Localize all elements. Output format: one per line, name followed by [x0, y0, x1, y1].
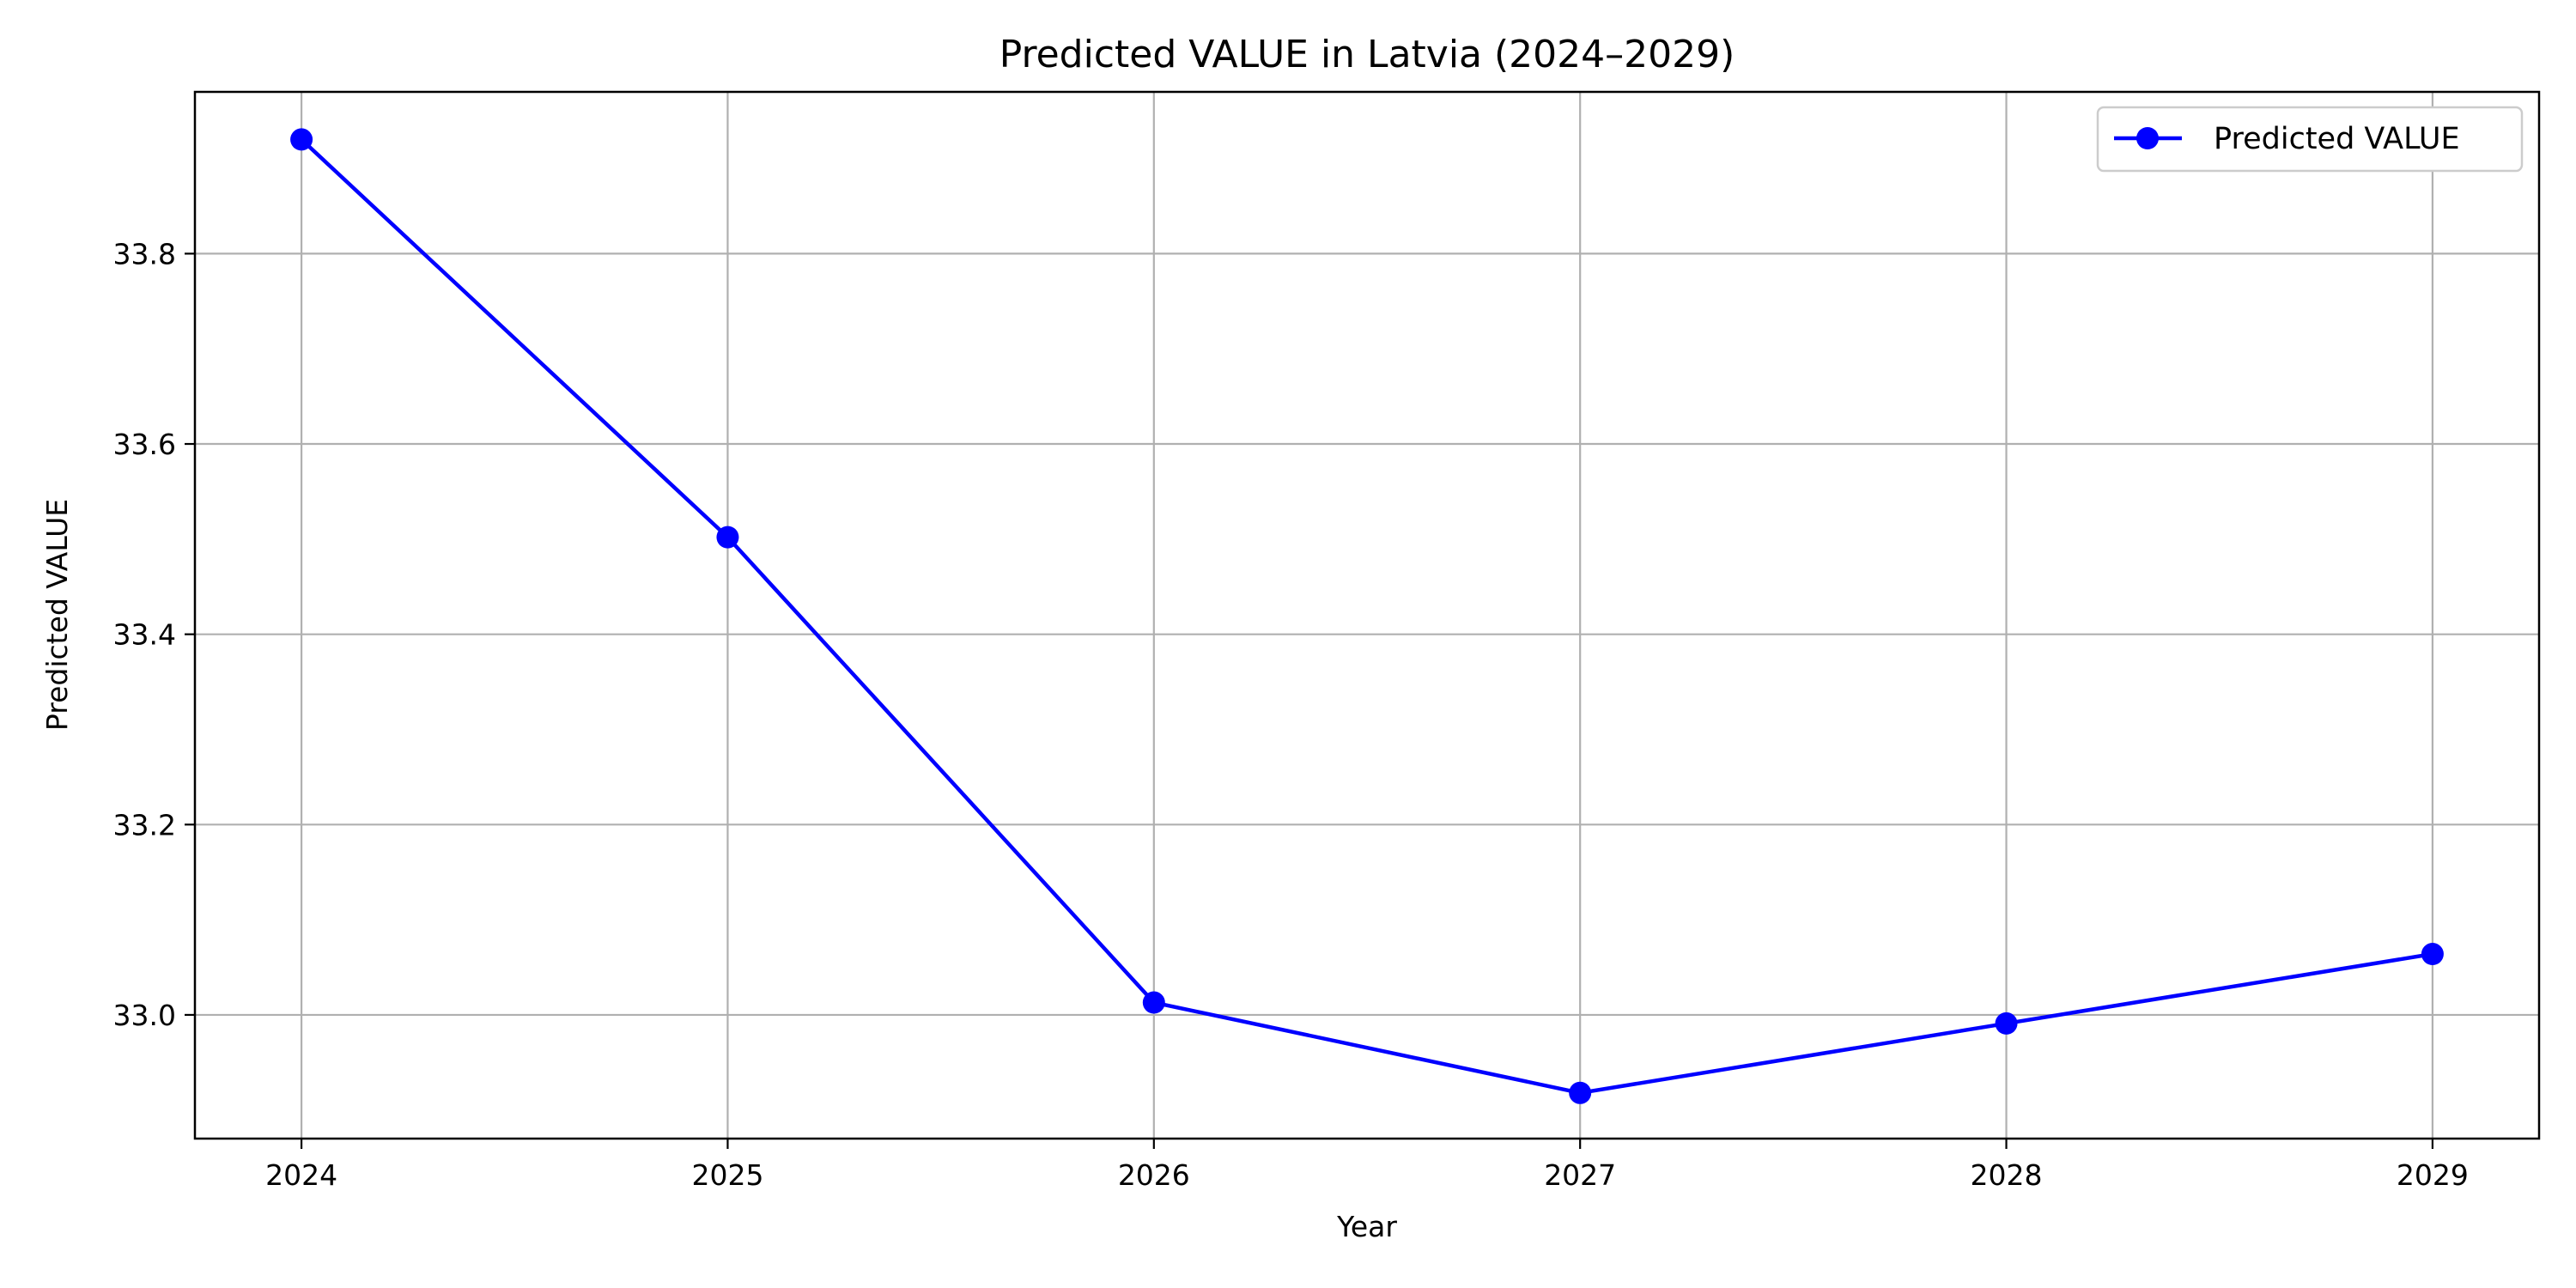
y-tick-label: 33.8	[113, 237, 176, 270]
series-layer	[290, 128, 2444, 1104]
y-axis-label: Predicted VALUE	[40, 499, 74, 731]
x-tick-label: 2028	[1971, 1158, 2043, 1192]
x-tick-label: 2027	[1544, 1158, 1616, 1192]
data-point	[716, 526, 739, 549]
y-tick-label: 33.0	[113, 999, 176, 1032]
data-point	[1142, 991, 1165, 1014]
x-tick-label: 2029	[2397, 1158, 2469, 1192]
x-tick-label: 2024	[265, 1158, 337, 1192]
y-tick-label: 33.2	[113, 808, 176, 841]
y-tick-label: 33.4	[113, 618, 176, 652]
series-line	[299, 137, 2435, 1096]
chart-title: Predicted VALUE in Latvia (2024–2029)	[999, 33, 1735, 76]
x-tick-label: 2026	[1118, 1158, 1190, 1192]
plot-frame	[193, 90, 2541, 1140]
data-point	[290, 128, 313, 151]
legend: Predicted VALUE	[2096, 106, 2524, 173]
data-point	[1995, 1012, 2018, 1035]
data-point	[1569, 1081, 1592, 1104]
legend-box	[2096, 106, 2524, 173]
grid-lines	[195, 92, 2539, 1139]
x-tick-label: 2025	[691, 1158, 763, 1192]
data-point	[2421, 943, 2444, 966]
legend-circle-marker	[2136, 127, 2159, 149]
legend-label: Predicted VALUE	[2214, 122, 2460, 156]
axis-ticks: 2024 2025 2026 2027 2028 2029 33.0 33.2 33.4 33.6…	[113, 237, 2469, 1192]
x-axis-label: Year	[1336, 1210, 1397, 1243]
y-tick-label: 33.6	[113, 428, 176, 461]
